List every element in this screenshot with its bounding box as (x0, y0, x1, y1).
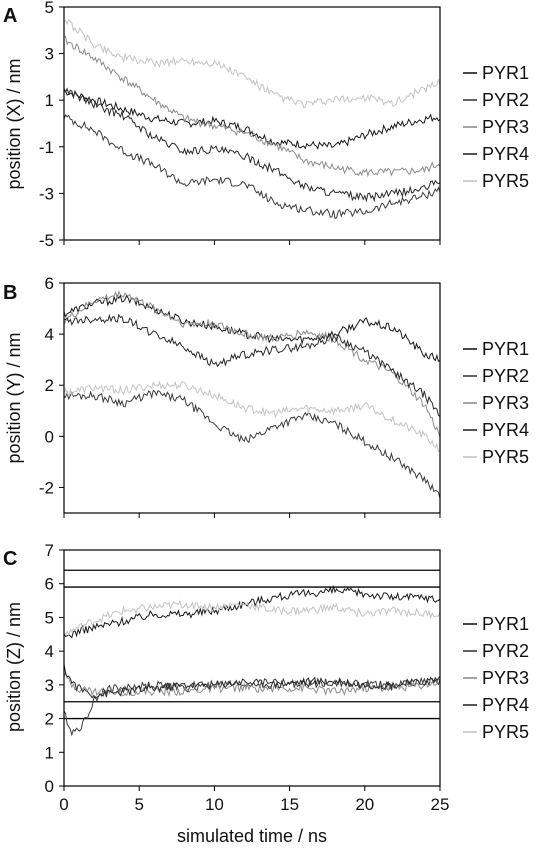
legend-label: PYR1 (482, 339, 529, 359)
panel-letter: A (3, 5, 17, 27)
y-tick-label: -1 (39, 138, 54, 157)
legend-label: PYR2 (482, 641, 529, 661)
series-line-pyr5 (63, 599, 441, 636)
series-line-pyr3 (63, 36, 441, 178)
legend-label: PYR1 (482, 614, 529, 634)
y-axis-label: position (Z) / nm (4, 602, 24, 732)
y-tick-label: 6 (45, 274, 54, 293)
y-tick-label: -3 (39, 184, 54, 203)
x-tick-label: 20 (355, 795, 374, 814)
x-tick-label: 10 (205, 795, 224, 814)
legend-label: PYR1 (482, 63, 529, 83)
y-tick-label: -5 (39, 231, 54, 250)
series-line-pyr4 (63, 87, 441, 203)
y-tick-label: 3 (45, 676, 54, 695)
y-tick-label: 0 (45, 427, 54, 446)
y-tick-label: 0 (45, 777, 54, 796)
panel-letter: B (3, 282, 17, 304)
y-tick-label: 3 (45, 45, 54, 64)
legend-label: PYR5 (482, 447, 529, 467)
series-line-pyr3 (63, 290, 441, 438)
panel-letter: C (3, 548, 17, 570)
y-tick-label: 2 (45, 376, 54, 395)
legend-label: PYR3 (482, 668, 529, 688)
x-axis-label: simulated time / ns (177, 826, 327, 846)
y-tick-label: 2 (45, 710, 54, 729)
legend: PYR1 PYR2 PYR3 PYR4 PYR5 (463, 63, 529, 191)
legend-label: PYR2 (482, 90, 529, 110)
y-axis-label: position (Y) / nm (4, 332, 24, 463)
series-line-pyr1 (63, 584, 441, 639)
series-line-pyr3 (63, 671, 441, 697)
legend-label: PYR5 (482, 722, 529, 742)
series-line-pyr1 (63, 89, 441, 150)
y-tick-label: 1 (45, 743, 54, 762)
legend-label: PYR3 (482, 117, 529, 137)
plot-frame (63, 549, 441, 787)
series-line-pyr4 (63, 664, 441, 699)
legend-label: PYR4 (482, 695, 529, 715)
x-tick-label: 5 (134, 795, 143, 814)
y-tick-label: 1 (45, 91, 54, 110)
y-tick-label: 5 (45, 608, 54, 627)
series-line-pyr2 (63, 114, 441, 220)
y-axis-label: position (X) / nm (4, 58, 24, 189)
legend: PYR1 PYR2 PYR3 PYR4 PYR5 (463, 339, 529, 467)
x-tick-label: 0 (59, 795, 68, 814)
plot-frame (63, 282, 441, 514)
legend-label: PYR3 (482, 393, 529, 413)
y-tick-label: 4 (45, 642, 54, 661)
y-tick-label: 4 (45, 325, 54, 344)
legend-label: PYR5 (482, 171, 529, 191)
panel-B: B 6 4 2 0 -2 position (Y) / nm PYR1 PYR2 PYR3 PYR4… (3, 274, 529, 518)
series-line-pyr5 (63, 18, 441, 109)
legend-label: PYR2 (482, 366, 529, 386)
y-tick-label: -2 (39, 478, 54, 497)
series-line-pyr4 (63, 313, 441, 417)
x-tick-label: 25 (431, 795, 450, 814)
series-line-pyr1 (63, 294, 441, 362)
x-tick-label: 15 (280, 795, 299, 814)
y-tick-label: 5 (45, 0, 54, 17)
y-tick-label: 7 (45, 541, 54, 560)
legend-label: PYR4 (482, 144, 529, 164)
plot-frame (63, 6, 441, 241)
y-tick-label: 6 (45, 575, 54, 594)
legend-label: PYR4 (482, 420, 529, 440)
series-line-pyr2 (63, 389, 441, 499)
legend: PYR1 PYR2 PYR3 PYR4 PYR5 (463, 614, 529, 742)
series-line-pyr5 (63, 380, 441, 453)
